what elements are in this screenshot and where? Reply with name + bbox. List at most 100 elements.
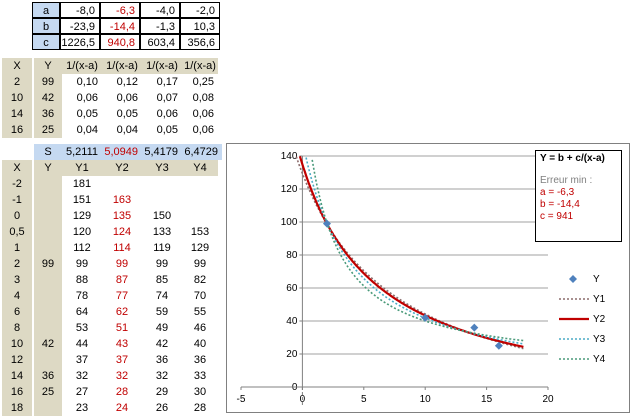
fit-cell[interactable] (34, 352, 62, 368)
fit-header[interactable]: Y4 (182, 160, 218, 176)
fit-cell[interactable]: 3 (2, 272, 32, 288)
fit-cell[interactable]: 74 (155, 290, 169, 302)
obs-header[interactable]: 1/(x-a) (182, 58, 218, 74)
fit-cell[interactable]: 46 (193, 322, 207, 334)
fit-cell[interactable]: 62 (115, 306, 129, 318)
fit-cell[interactable]: 151 (72, 194, 92, 206)
obs-cell[interactable]: 0,05 (156, 124, 178, 136)
fit-cell[interactable]: 53 (75, 322, 89, 334)
fit-cell[interactable] (34, 208, 62, 224)
fit-cell[interactable]: 42 (155, 338, 169, 350)
fit-cell[interactable]: 36 (155, 354, 169, 366)
param-cell[interactable]: -2,0 (180, 2, 220, 18)
fit-cell[interactable]: 24 (115, 402, 129, 414)
obs-cell[interactable]: 42 (34, 90, 62, 106)
fit-cell[interactable]: 181 (72, 178, 92, 190)
obs-cell[interactable]: 0,06 (192, 108, 214, 120)
fit-cell[interactable]: 27 (75, 386, 89, 398)
fit-cell[interactable] (34, 400, 62, 416)
obs-header[interactable]: X (2, 58, 32, 74)
fit-cell[interactable] (34, 272, 62, 288)
obs-header[interactable]: 1/(x-a) (62, 58, 102, 74)
s-value[interactable]: 5,0949 (102, 144, 142, 160)
obs-header[interactable]: 1/(x-a) (142, 58, 182, 74)
fit-header[interactable]: Y (34, 160, 62, 176)
fit-cell[interactable]: 82 (193, 274, 207, 286)
fit-cell[interactable]: 55 (193, 306, 207, 318)
fit-cell[interactable] (142, 192, 182, 208)
fit-cell[interactable]: 99 (34, 256, 62, 272)
fit-cell[interactable]: 18 (2, 400, 32, 416)
fit-cell[interactable]: 30 (193, 386, 207, 398)
param-cell[interactable]: 603,4 (140, 34, 180, 50)
fit-cell[interactable]: 1 (2, 240, 32, 256)
fit-cell[interactable]: 129 (72, 210, 92, 222)
fit-cell[interactable]: 78 (75, 290, 89, 302)
fit-cell[interactable]: 99 (155, 258, 169, 270)
fit-cell[interactable]: 77 (115, 290, 129, 302)
param-cell[interactable]: 10,3 (180, 18, 220, 34)
fit-cell[interactable]: 43 (115, 338, 129, 350)
fit-cell[interactable]: 12 (2, 352, 32, 368)
param-label-b[interactable]: b (32, 18, 60, 34)
obs-cell[interactable]: 0,12 (116, 76, 138, 88)
obs-cell[interactable]: 2 (2, 74, 32, 90)
fit-cell[interactable]: 114 (113, 242, 131, 254)
obs-cell[interactable]: 0,05 (116, 108, 138, 120)
fit-cell[interactable]: 2 (2, 256, 32, 272)
fit-cell[interactable]: 0,5 (2, 224, 32, 240)
fit-cell[interactable]: 64 (75, 306, 89, 318)
fit-cell[interactable]: 29 (155, 386, 169, 398)
fit-header[interactable]: X (2, 160, 32, 176)
obs-cell[interactable]: 10 (2, 90, 32, 106)
obs-cell[interactable]: 99 (34, 74, 62, 90)
fit-cell[interactable] (142, 176, 182, 192)
fit-cell[interactable] (182, 176, 218, 192)
fit-cell[interactable]: 6 (2, 304, 32, 320)
fit-cell[interactable]: 40 (193, 338, 207, 350)
s-value[interactable]: 5,2111 (62, 144, 102, 160)
fit-cell[interactable]: 28 (115, 386, 129, 398)
obs-cell[interactable]: 0,06 (76, 92, 98, 104)
obs-cell[interactable]: 0,10 (76, 76, 98, 88)
fit-header[interactable]: Y1 (62, 160, 102, 176)
fit-cell[interactable]: 99 (115, 258, 129, 270)
fit-cell[interactable] (102, 176, 142, 192)
obs-header[interactable]: 1/(x-a) (102, 58, 142, 74)
obs-cell[interactable]: 0,07 (156, 92, 178, 104)
fit-cell[interactable]: 16 (2, 384, 32, 400)
param-cell[interactable]: -1,3 (140, 18, 180, 34)
fit-cell[interactable]: 153 (190, 226, 210, 238)
fit-cell[interactable]: 36 (193, 354, 207, 366)
param-label-c[interactable]: c (32, 34, 60, 50)
fit-cell[interactable]: 8 (2, 320, 32, 336)
param-cell[interactable]: -6,3 (100, 2, 140, 18)
obs-cell[interactable]: 0,04 (116, 124, 138, 136)
obs-header[interactable]: Y (34, 58, 62, 74)
fit-cell[interactable] (34, 288, 62, 304)
fit-cell[interactable] (34, 176, 62, 192)
fit-cell[interactable]: 10 (2, 336, 32, 352)
fit-cell[interactable]: 85 (155, 274, 169, 286)
obs-cell[interactable]: 0,08 (192, 92, 214, 104)
fit-cell[interactable]: 25 (34, 384, 62, 400)
param-cell[interactable]: -8,0 (60, 2, 100, 18)
fit-cell[interactable]: 26 (155, 402, 169, 414)
fit-cell[interactable]: 120 (72, 226, 92, 238)
fit-cell[interactable] (34, 320, 62, 336)
obs-cell[interactable]: 0,17 (156, 76, 178, 88)
param-cell[interactable]: -4,0 (140, 2, 180, 18)
obs-cell[interactable]: 0,04 (76, 124, 98, 136)
fit-cell[interactable]: 70 (193, 290, 207, 302)
fit-cell[interactable]: 119 (153, 242, 171, 254)
obs-cell[interactable]: 0,25 (192, 76, 214, 88)
fit-cell[interactable]: 135 (112, 210, 132, 222)
fit-cell[interactable]: 32 (155, 370, 169, 382)
fit-cell[interactable]: 32 (115, 370, 129, 382)
fit-cell[interactable]: 133 (152, 226, 172, 238)
fit-cell[interactable]: 99 (75, 258, 89, 270)
fit-cell[interactable] (182, 192, 218, 208)
obs-cell[interactable]: 0,06 (192, 124, 214, 136)
fit-cell[interactable]: 59 (155, 306, 169, 318)
fit-cell[interactable] (182, 208, 218, 224)
